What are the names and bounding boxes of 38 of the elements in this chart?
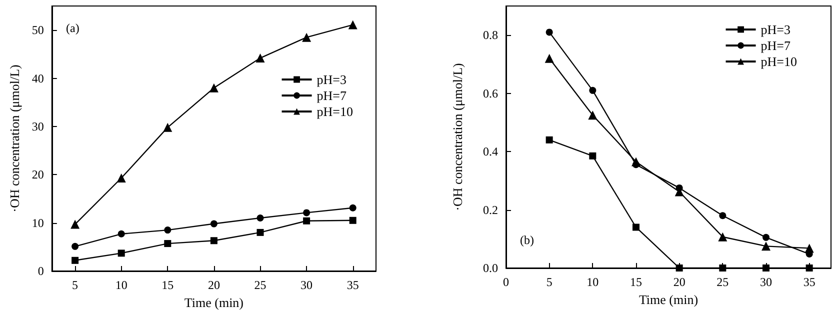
x-axis-title: Time (min) xyxy=(638,292,698,307)
y-tick-label: 0.2 xyxy=(483,202,498,217)
legend-label: pH=3 xyxy=(760,22,791,37)
x-axis-title: Time (min) xyxy=(184,294,244,310)
x-tick-label: 15 xyxy=(162,278,174,292)
annotation: (a) xyxy=(66,21,80,35)
legend-label: pH=7 xyxy=(760,38,791,53)
legend-label: pH=10 xyxy=(316,104,354,119)
y-tick-label: 0.0 xyxy=(483,261,498,275)
x-tick-label: 10 xyxy=(586,275,599,289)
y-axis-title: ·OH concentration (μmol/L) xyxy=(7,64,22,212)
x-tick-label: 10 xyxy=(115,278,128,292)
y-tick-label: 10 xyxy=(32,216,44,230)
x-tick-label: 35 xyxy=(803,275,816,289)
y-tick-label: 50 xyxy=(32,23,44,38)
x-tick-label: 25 xyxy=(254,278,266,292)
y-tick-label: 0.4 xyxy=(483,144,498,159)
y-tick-label: 0.8 xyxy=(483,28,498,42)
annotation: (b) xyxy=(520,233,534,247)
x-tick-label: 35 xyxy=(346,278,359,292)
y-tick-label: 0 xyxy=(38,264,44,278)
y-tick-label: 30 xyxy=(32,119,44,134)
legend-label: pH=10 xyxy=(760,54,798,69)
x-tick-label: 25 xyxy=(716,275,729,289)
y-axis-title: ·OH concentration (μmol/L) xyxy=(450,63,465,211)
x-tick-label: 20 xyxy=(673,275,686,289)
y-tick-label: 0.6 xyxy=(483,86,498,100)
x-tick-label: 20 xyxy=(208,278,220,292)
y-tick-label: 40 xyxy=(32,71,44,86)
x-tick-label: 5 xyxy=(72,278,78,292)
legend-label: pH=3 xyxy=(316,72,347,87)
legend-label: pH=7 xyxy=(316,88,347,103)
y-tick-label: 20 xyxy=(32,168,44,182)
x-tick-label: 30 xyxy=(760,275,772,289)
x-tick-label: 15 xyxy=(630,275,642,289)
x-tick-label: 0 xyxy=(503,275,509,289)
x-tick-label: 5 xyxy=(546,275,552,289)
x-tick-label: 30 xyxy=(300,278,313,292)
